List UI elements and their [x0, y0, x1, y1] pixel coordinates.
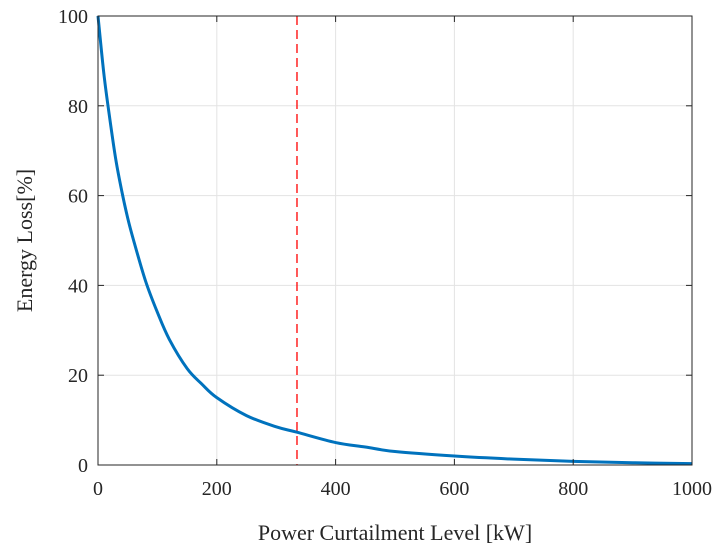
x-axis-label: Power Curtailment Level [kW]: [258, 520, 532, 545]
y-tick-label: 100: [58, 6, 88, 28]
axes-box: [97, 15, 693, 466]
series-line: [96, 15, 693, 466]
tick-marks: [97, 15, 693, 466]
x-tick-label: 1000: [672, 478, 712, 500]
y-tick-label: 40: [68, 275, 88, 297]
y-tick-labels: 0 20 40 60 80 100: [58, 6, 88, 477]
x-tick-labels: 0 200 400 600 800 1000: [93, 478, 712, 500]
x-tick-label: 200: [202, 478, 232, 500]
x-tick-label: 600: [439, 478, 469, 500]
y-axis-label: Energy Loss[%]: [12, 169, 37, 312]
x-tick-label: 0: [93, 478, 103, 500]
series-group: [96, 15, 693, 466]
x-tick-label: 800: [558, 478, 588, 500]
y-tick-label: 0: [78, 455, 88, 477]
x-tick-label: 400: [321, 478, 351, 500]
y-tick-label: 20: [68, 365, 88, 387]
y-tick-label: 60: [68, 186, 88, 208]
grid: [97, 15, 693, 466]
y-tick-label: 80: [68, 96, 88, 118]
